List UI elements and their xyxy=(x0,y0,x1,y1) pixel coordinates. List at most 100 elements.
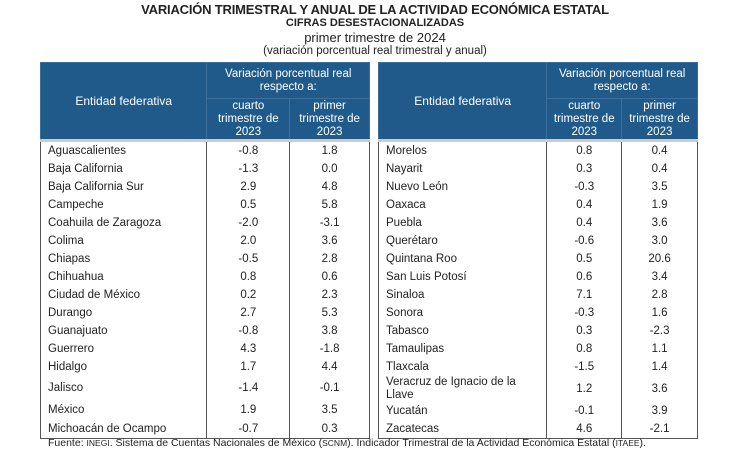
table-row: Yucatán -0.1 3.9 xyxy=(377,402,698,420)
table-row: Baja California Sur 2.9 4.8 xyxy=(39,178,370,196)
quarterly-change: -0.6 xyxy=(546,232,623,250)
entity-name: Baja California xyxy=(39,160,208,178)
table-row: Baja California -1.3 0.0 xyxy=(39,160,370,178)
entity-name: Guerrero xyxy=(39,340,208,358)
annual-change: 20.6 xyxy=(621,250,698,268)
table-row: Guanajuato -0.8 3.8 xyxy=(39,322,370,340)
header-col1: cuarto trimestre de 2023 xyxy=(206,98,291,141)
annual-change: 0.0 xyxy=(289,160,370,178)
annual-change: 3.6 xyxy=(621,376,698,402)
entity-name: Sonora xyxy=(377,304,548,322)
table-row: Nayarit 0.3 0.4 xyxy=(377,160,698,178)
quarterly-change: 0.3 xyxy=(546,322,623,340)
left-table: Entidad federativa Variación porcentual r… xyxy=(39,62,370,439)
quarterly-change: 0.3 xyxy=(546,160,623,178)
annual-change: 5.8 xyxy=(289,196,370,214)
entity-name: Veracruz de Ignacio de la Llave xyxy=(377,376,548,402)
table-row: Guerrero 4.3 -1.8 xyxy=(39,340,370,358)
quarterly-change: 0.4 xyxy=(546,196,623,214)
entity-name: Durango xyxy=(39,304,208,322)
table-row: Zacatecas 4.6 -2.1 xyxy=(377,420,698,439)
entity-name: Zacatecas xyxy=(377,420,548,439)
table-row: Coahuila de Zaragoza -2.0 -3.1 xyxy=(39,214,370,232)
right-table: Entidad federativa Variación porcentual r… xyxy=(377,62,698,439)
table-row: Michoacán de Ocampo -0.7 0.3 xyxy=(39,420,370,439)
table-row: Veracruz de Ignacio de la Llave 1.2 3.6 xyxy=(377,376,698,402)
entity-name: México xyxy=(39,400,208,420)
entity-name: Baja California Sur xyxy=(39,178,208,196)
quarterly-change: -0.8 xyxy=(206,322,291,340)
annual-change: 3.9 xyxy=(621,402,698,420)
entity-name: Chiapas xyxy=(39,250,208,268)
header-col1: cuarto trimestre de 2023 xyxy=(546,98,623,141)
quarterly-change: -0.7 xyxy=(206,420,291,439)
annual-change: -2.3 xyxy=(621,322,698,340)
quarterly-change: -1.3 xyxy=(206,160,291,178)
quarterly-change: 0.8 xyxy=(546,139,623,160)
quarterly-change: -1.5 xyxy=(546,358,623,376)
table-row: Tamaulipas 0.8 1.1 xyxy=(377,340,698,358)
table-row: Puebla 0.4 3.6 xyxy=(377,214,698,232)
source-footer: Fuente: INEGI. Sistema de Cuentas Nacion… xyxy=(48,437,646,449)
table-row: Tabasco 0.3 -2.3 xyxy=(377,322,698,340)
entity-name: Chihuahua xyxy=(39,268,208,286)
annual-change: 0.4 xyxy=(621,139,698,160)
entity-name: Tabasco xyxy=(377,322,548,340)
quarterly-change: 0.4 xyxy=(546,214,623,232)
entity-name: Coahuila de Zaragoza xyxy=(39,214,208,232)
header-entity: Entidad federativa xyxy=(377,62,548,141)
table-row: Campeche 0.5 5.8 xyxy=(39,196,370,214)
quarterly-change: -1.4 xyxy=(206,376,291,400)
entity-name: San Luis Potosí xyxy=(377,268,548,286)
annual-change: 2.3 xyxy=(289,286,370,304)
table-row: Sonora -0.3 1.6 xyxy=(377,304,698,322)
entity-name: Oaxaca xyxy=(377,196,548,214)
annual-change: 0.3 xyxy=(289,420,370,439)
table-row: Ciudad de México 0.2 2.3 xyxy=(39,286,370,304)
annual-change: 3.0 xyxy=(621,232,698,250)
table-row: San Luis Potosí 0.6 3.4 xyxy=(377,268,698,286)
annual-change: 0.4 xyxy=(621,160,698,178)
annual-change: 3.5 xyxy=(289,400,370,420)
report-period: primer trimestre de 2024 xyxy=(304,30,446,45)
footer-itaee: ITAEE xyxy=(615,438,640,448)
quarterly-change: -0.3 xyxy=(546,178,623,196)
table-row: Sinaloa 7.1 2.8 xyxy=(377,286,698,304)
footer-scnm: SCNM xyxy=(322,438,348,448)
entity-name: Michoacán de Ocampo xyxy=(39,420,208,439)
footer-inegi: INEGI xyxy=(86,438,110,448)
annual-change: 1.9 xyxy=(621,196,698,214)
quarterly-change: 0.5 xyxy=(546,250,623,268)
entity-name: Jalisco xyxy=(39,376,208,400)
annual-change: 2.8 xyxy=(621,286,698,304)
annual-change: 1.6 xyxy=(621,304,698,322)
table-row: Nuevo León -0.3 3.5 xyxy=(377,178,698,196)
annual-change: -1.8 xyxy=(289,340,370,358)
quarterly-change: 1.2 xyxy=(546,376,623,402)
quarterly-change: -2.0 xyxy=(206,214,291,232)
quarterly-change: 2.7 xyxy=(206,304,291,322)
table-row: Chihuahua 0.8 0.6 xyxy=(39,268,370,286)
quarterly-change: 0.8 xyxy=(546,340,623,358)
entity-name: Puebla xyxy=(377,214,548,232)
entity-name: Ciudad de México xyxy=(39,286,208,304)
table-row: Durango 2.7 5.3 xyxy=(39,304,370,322)
table-row: Colima 2.0 3.6 xyxy=(39,232,370,250)
entity-name: Aguascalientes xyxy=(39,139,208,160)
report-note: (variación porcentual real trimestral y … xyxy=(263,45,487,57)
annual-change: 2.8 xyxy=(289,250,370,268)
entity-name: Yucatán xyxy=(377,402,548,420)
annual-change: 4.8 xyxy=(289,178,370,196)
entity-name: Querétaro xyxy=(377,232,548,250)
header-entity: Entidad federativa xyxy=(39,62,208,141)
annual-change: -3.1 xyxy=(289,214,370,232)
quarterly-change: 1.9 xyxy=(206,400,291,420)
annual-change: 3.4 xyxy=(621,268,698,286)
annual-change: 3.8 xyxy=(289,322,370,340)
footer-text-2: ). Indicador Trimestral de la Actividad … xyxy=(347,437,616,449)
entity-name: Campeche xyxy=(39,196,208,214)
quarterly-change: 7.1 xyxy=(546,286,623,304)
table-row: México 1.9 3.5 xyxy=(39,400,370,420)
annual-change: 3.5 xyxy=(621,178,698,196)
quarterly-change: -0.1 xyxy=(546,402,623,420)
